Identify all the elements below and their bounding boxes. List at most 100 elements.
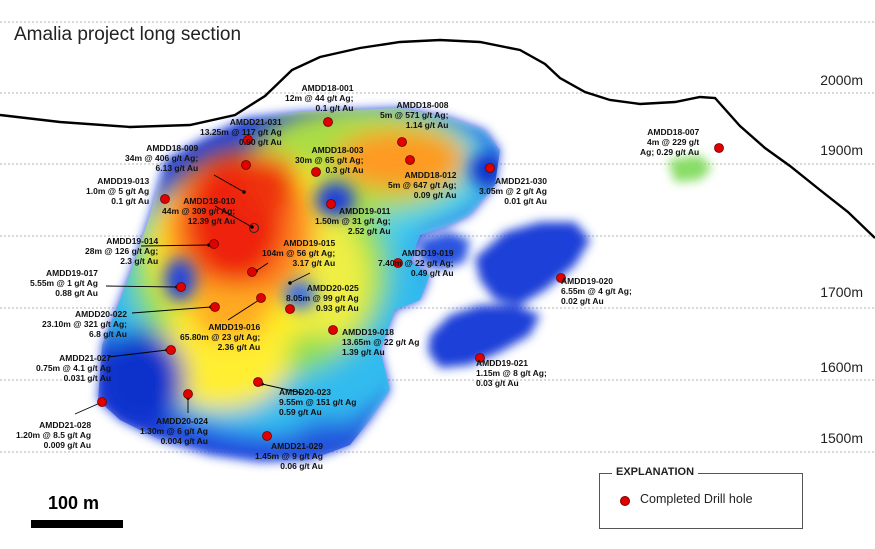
drill-hole-marker[interactable] <box>326 199 336 209</box>
shell-red-b <box>242 155 298 215</box>
drill-hole-marker[interactable] <box>311 167 321 177</box>
drill-hole-marker[interactable] <box>714 143 724 153</box>
drill-hole-result: 6.55m @ 4 g/t Ag; <box>561 286 632 296</box>
drill-hole-label: AMDD20-024 1.30m @ 6 g/t Ag 0.004 g/t Au <box>140 416 208 446</box>
drill-hole-label: AMDD20-025 8.05m @ 99 g/t Ag 0.93 g/t Au <box>286 283 359 313</box>
drill-hole-marker[interactable] <box>285 304 295 314</box>
drill-hole-id: AMDD19-017 <box>46 268 98 278</box>
drill-hole-marker[interactable] <box>405 155 415 165</box>
scale-bar <box>31 520 123 528</box>
leader-line <box>255 262 269 272</box>
grade-shell <box>98 108 712 462</box>
drill-hole-label: AMDD19-019 7.40m @ 22 g/t Ag; 0.49 g/t Au <box>378 248 454 278</box>
topography-profile <box>0 38 875 239</box>
elevation-label-2000: 2000m <box>820 72 863 88</box>
drill-hole-label: AMDD20-022 23.10m @ 321 g/t Ag; 6.8 g/t Au <box>42 309 127 339</box>
drill-hole-id: AMDD20-023 <box>279 387 331 397</box>
drill-hole-id: AMDD20-022 <box>75 309 127 319</box>
leader-line <box>214 205 253 228</box>
drill-hole-id: AMDD19-014 <box>106 236 159 246</box>
drill-hole-result: 0.06 g/t Au <box>280 461 323 471</box>
drill-hole-label: AMDD19-018 13.65m @ 22 g/t Ag 1.39 g/t Au <box>342 327 419 357</box>
drill-hole-id: AMDD18-001 <box>301 83 354 93</box>
leader-line <box>140 244 210 247</box>
drill-hole-id: AMDD19-021 <box>476 358 528 368</box>
drill-hole-result: 0.90 g/t Au <box>239 137 282 147</box>
drill-hole-id: AMDD21-031 <box>229 117 282 127</box>
shell-blue-pocket-a <box>315 182 355 218</box>
drill-hole-result: 23.10m @ 321 g/t Ag; <box>42 319 127 329</box>
drill-hole-result: 0.49 g/t Au <box>410 268 454 278</box>
shell-blue-pocket-d <box>284 281 316 309</box>
drill-hole-label: AMDD18-003 30m @ 65 g/t Ag; 0.3 g/t Au <box>295 145 363 175</box>
drill-hole-result: 1.39 g/t Au <box>342 347 385 357</box>
leader-arrowhead <box>242 190 246 194</box>
drill-hole-marker[interactable] <box>166 345 176 355</box>
drill-hole-marker[interactable] <box>328 325 338 335</box>
drill-hole-result: 1.20m @ 8.5 g/t Ag <box>16 430 92 440</box>
drill-hole-marker[interactable] <box>210 302 220 312</box>
drill-hole-result: 6.8 g/t Au <box>89 329 127 339</box>
drill-hole-label: AMDD19-015 104m @ 56 g/t Ag; 3.17 g/t Au <box>262 238 335 268</box>
drill-hole-marker[interactable] <box>393 258 403 268</box>
drill-hole-result: 5m @ 571 g/t Ag; <box>380 110 449 120</box>
drill-hole-result: 5m @ 647 g/t Ag; <box>388 180 457 190</box>
drill-hole-marker[interactable] <box>397 137 407 147</box>
drill-hole-marker[interactable] <box>485 163 495 173</box>
drill-hole-id: AMDD19-015 <box>283 238 336 248</box>
drill-hole-result: 12.39 g/t Au <box>187 216 236 226</box>
drill-hole-label: AMDD18-010 44m @ 309 g/t Ag; 12.39 g/t Au <box>162 196 235 226</box>
leader-line <box>74 402 101 415</box>
drill-hole-result: 13.65m @ 22 g/t Ag <box>342 337 420 347</box>
drill-hole-result: 0.01 g/t Au <box>504 196 547 206</box>
drill-hole-marker[interactable] <box>183 389 193 399</box>
scale-label: 100 m <box>48 493 100 513</box>
drill-hole-marker[interactable] <box>241 160 251 170</box>
drill-hole-marker[interactable] <box>262 431 272 441</box>
leader-line <box>131 306 212 314</box>
drill-hole-result: 4m @ 229 g/t <box>646 137 700 147</box>
drill-hole-id: AMDD18-012 <box>404 170 457 180</box>
drill-hole-id: AMDD21-029 <box>271 441 323 451</box>
map-title: Amalia project long section <box>14 24 242 45</box>
leader-line <box>213 174 245 193</box>
drill-hole-label: AMDD18-009 34m @ 406 g/t Ag; 6.13 g/t Au <box>125 143 198 173</box>
drill-hole-marker[interactable] <box>97 397 107 407</box>
elevation-label-1900: 1900m <box>820 142 863 158</box>
drill-hole-result: 1.50m @ 31 g/t Ag; <box>315 216 391 226</box>
legend: EXPLANATION Completed Drill hole <box>599 466 803 529</box>
drill-hole-result: 30m @ 65 g/t Ag; <box>295 155 364 165</box>
drill-hole-marker[interactable] <box>475 353 485 363</box>
drill-hole-result: 0.031 g/t Au <box>63 373 112 383</box>
leader-arrowhead <box>250 225 254 229</box>
drill-hole-marker[interactable] <box>209 239 219 249</box>
drill-hole-marker[interactable] <box>253 377 263 387</box>
drill-hole-id: AMDD20-024 <box>156 416 208 426</box>
drill-hole-marker[interactable] <box>243 135 253 145</box>
drill-hole-result: 1.30m @ 6 g/t Ag <box>140 426 208 436</box>
drill-hole-id: AMDD21-027 <box>59 353 112 363</box>
drill-hole-marker[interactable] <box>323 117 333 127</box>
drill-hole-label: AMDD19-017 5.55m @ 1 g/t Ag 0.88 g/t Au <box>30 268 98 298</box>
drill-hole-result: 0.004 g/t Au <box>160 436 208 446</box>
drill-hole-result: 13.25m @ 117 g/t Ag <box>200 127 282 137</box>
drill-hole-marker[interactable] <box>249 223 259 233</box>
leader-line <box>261 383 303 394</box>
drill-hole-result: 1.0m @ 5 g/t Ag <box>86 186 150 196</box>
drill-hole-marker[interactable] <box>160 194 170 204</box>
drill-hole-marker[interactable] <box>256 293 266 303</box>
drill-hole-id: AMDD19-020 <box>561 276 613 286</box>
drill-hole-marker[interactable] <box>176 282 186 292</box>
drill-hole-marker[interactable] <box>556 273 566 283</box>
drill-hole-label: AMDD18-008 5m @ 571 g/t Ag; 1.14 g/t Au <box>380 100 448 130</box>
drill-hole-result: Ag; 0.29 g/t Au <box>640 147 700 157</box>
drill-hole-result: 2.36 g/t Au <box>217 342 261 352</box>
drill-hole-icon <box>620 496 630 506</box>
drill-hole-id: AMDD18-003 <box>311 145 364 155</box>
drill-hole-marker[interactable] <box>247 267 257 277</box>
drill-hole-id: AMDD19-013 <box>97 176 150 186</box>
drill-hole-result: 0.02 g/t Au <box>561 296 604 306</box>
drill-hole-label: AMDD18-012 5m @ 647 g/t Ag; 0.09 g/t Au <box>388 170 456 200</box>
legend-item: Completed Drill hole <box>640 492 753 506</box>
